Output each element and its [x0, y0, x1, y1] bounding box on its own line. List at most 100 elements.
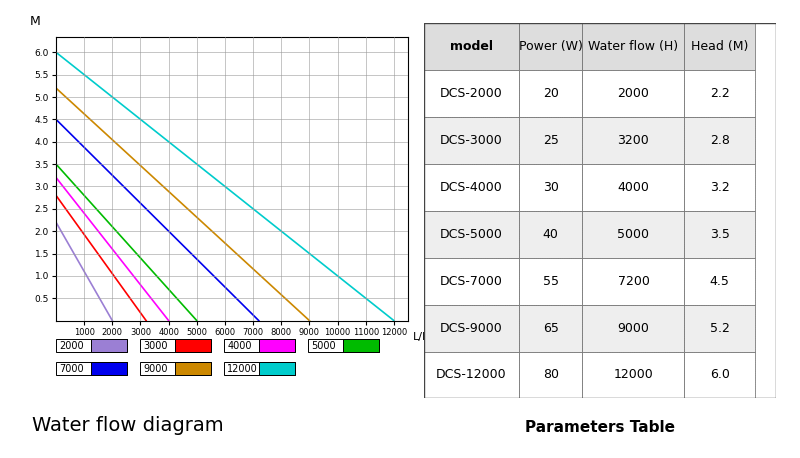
Bar [424, 305, 519, 352]
Text: 30: 30 [542, 181, 558, 194]
Text: 25: 25 [542, 134, 558, 147]
Bar [582, 352, 685, 398]
Text: DCS-9000: DCS-9000 [440, 322, 503, 334]
Text: 2000: 2000 [59, 341, 84, 351]
Text: model: model [450, 40, 493, 53]
Bar [582, 164, 685, 211]
Bar [519, 70, 582, 117]
Bar [685, 305, 755, 352]
Text: 5000: 5000 [618, 228, 650, 240]
Text: 55: 55 [542, 275, 558, 288]
Bar [582, 305, 685, 352]
Bar [424, 258, 519, 305]
Bar [424, 23, 519, 70]
Bar [685, 117, 755, 164]
Bar [582, 23, 685, 70]
Text: 65: 65 [542, 322, 558, 334]
Bar [519, 164, 582, 211]
Text: 40: 40 [542, 228, 558, 240]
Text: 12000: 12000 [227, 364, 258, 374]
Text: 80: 80 [542, 369, 558, 382]
Bar [685, 70, 755, 117]
Bar [582, 305, 685, 352]
Bar [519, 70, 582, 117]
Text: 2000: 2000 [618, 87, 650, 100]
Text: 9000: 9000 [143, 364, 168, 374]
Text: Head (M): Head (M) [691, 40, 748, 53]
Text: DCS-12000: DCS-12000 [436, 369, 507, 382]
Bar [582, 352, 685, 398]
Bar [424, 70, 519, 117]
Bar [519, 305, 582, 352]
Bar [519, 258, 582, 305]
Text: 6.0: 6.0 [710, 369, 730, 382]
Text: DCS-7000: DCS-7000 [440, 275, 503, 288]
Text: 3200: 3200 [618, 134, 650, 147]
Text: 7000: 7000 [59, 364, 84, 374]
Text: 4.5: 4.5 [710, 275, 730, 288]
Bar [685, 211, 755, 258]
Text: 3.2: 3.2 [710, 181, 730, 194]
Text: M: M [30, 15, 40, 28]
Bar [685, 117, 755, 164]
Text: DCS-3000: DCS-3000 [440, 134, 503, 147]
Bar [519, 352, 582, 398]
Text: 3.5: 3.5 [710, 228, 730, 240]
Bar [685, 305, 755, 352]
Text: DCS-2000: DCS-2000 [440, 87, 503, 100]
Bar [519, 211, 582, 258]
Text: Parameters Table: Parameters Table [525, 420, 675, 435]
Bar [582, 258, 685, 305]
Bar [424, 117, 519, 164]
Bar [424, 117, 519, 164]
Bar [582, 70, 685, 117]
Text: 20: 20 [542, 87, 558, 100]
X-axis label: L/H: L/H [413, 332, 431, 342]
Bar [424, 164, 519, 211]
Text: 4000: 4000 [227, 341, 252, 351]
Text: DCS-5000: DCS-5000 [440, 228, 503, 240]
Text: 5.2: 5.2 [710, 322, 730, 334]
Bar [685, 164, 755, 211]
Bar [582, 211, 685, 258]
Bar [519, 117, 582, 164]
Bar [424, 305, 519, 352]
Bar [424, 164, 519, 211]
Text: DCS-4000: DCS-4000 [440, 181, 503, 194]
Bar [424, 70, 519, 117]
Bar [685, 352, 755, 398]
Bar [519, 258, 582, 305]
Text: 9000: 9000 [618, 322, 650, 334]
Bar [685, 211, 755, 258]
Bar [685, 258, 755, 305]
Bar [582, 70, 685, 117]
Bar [424, 211, 519, 258]
Text: 7200: 7200 [618, 275, 650, 288]
Bar [685, 352, 755, 398]
Bar [582, 164, 685, 211]
Bar [582, 211, 685, 258]
Text: 5000: 5000 [311, 341, 336, 351]
Bar [685, 258, 755, 305]
Bar [685, 70, 755, 117]
Bar [424, 258, 519, 305]
Text: Water flow (H): Water flow (H) [588, 40, 678, 53]
Text: 2.8: 2.8 [710, 134, 730, 147]
Bar [424, 352, 519, 398]
Bar [519, 23, 582, 70]
Bar [519, 305, 582, 352]
Bar [582, 117, 685, 164]
Text: 3000: 3000 [143, 341, 168, 351]
Bar [424, 211, 519, 258]
Bar [582, 258, 685, 305]
Text: Power (W): Power (W) [518, 40, 582, 53]
Bar [685, 23, 755, 70]
Text: 4000: 4000 [618, 181, 650, 194]
Bar [519, 164, 582, 211]
Text: 2.2: 2.2 [710, 87, 730, 100]
Text: Water flow diagram: Water flow diagram [32, 416, 224, 435]
Text: 12000: 12000 [614, 369, 654, 382]
Bar [582, 117, 685, 164]
Bar [685, 164, 755, 211]
Bar [519, 117, 582, 164]
